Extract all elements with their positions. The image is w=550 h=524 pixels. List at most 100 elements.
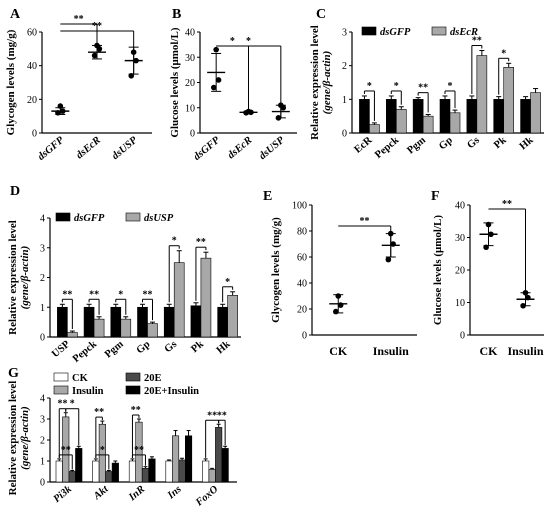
- bar-series-3: [111, 462, 119, 483]
- panel-c: C Relative expression level (gene/β-actin)…: [309, 7, 544, 161]
- bar-series-2: [208, 469, 216, 483]
- x-category-label: dsEcR: [226, 135, 255, 161]
- data-point: [390, 241, 396, 247]
- y-tick-label: 4: [40, 394, 45, 405]
- bar-series-0: [128, 460, 136, 483]
- x-category-label: dsUSP: [110, 135, 140, 163]
- significance-label: *: [118, 289, 123, 300]
- panel-a: A Glycogen levels (mg/g) 0 20 40 60 dsGFP dsEcR…: [5, 7, 152, 163]
- significance-label: **: [74, 14, 84, 25]
- x-category-label: Pi3k: [52, 483, 75, 505]
- bar-dsgfp: [439, 99, 451, 134]
- x-category-label: Gp: [135, 339, 153, 357]
- panel-f: F Glucose levels (μmol/L) 0 10 20 30 40 CK Insul…: [431, 189, 544, 358]
- legend-label: 20E+Insulin: [144, 386, 199, 397]
- y-tick-label: 30: [455, 233, 465, 244]
- panel-label: D: [10, 184, 20, 199]
- bar-series-3: [221, 448, 229, 483]
- bar-dsusp: [200, 257, 212, 338]
- legend-label: dsEcR: [450, 27, 478, 38]
- bar-series-0: [202, 460, 210, 483]
- x-category-label: CK: [480, 344, 499, 358]
- bar-series-1: [68, 471, 76, 483]
- bar-dsgfp: [83, 306, 95, 338]
- significance-label: **: [58, 399, 68, 410]
- x-category-label: dsEcR: [74, 135, 103, 161]
- bar-dsusp: [93, 318, 105, 338]
- data-point: [483, 244, 489, 251]
- bar-series-3: [148, 458, 156, 483]
- significance-label: *: [70, 399, 75, 410]
- y-tick-label: 60: [297, 253, 307, 264]
- x-category-label: EcR: [353, 135, 375, 156]
- bar-dsgfp: [57, 306, 68, 338]
- legend-swatch: [125, 372, 141, 382]
- y-axis-title: Glycogen levels (mg/g): [270, 217, 282, 323]
- data-point: [57, 103, 64, 109]
- x-category-label: Gs: [465, 135, 481, 151]
- bar-series-0: [165, 460, 173, 483]
- y-tick-label: 30: [185, 53, 195, 64]
- significance-label: *: [501, 48, 506, 59]
- legend-swatch: [361, 26, 377, 36]
- data-point: [337, 302, 344, 308]
- x-category-label: Insulin: [507, 344, 543, 358]
- data-point: [59, 108, 66, 114]
- bar-dsecr: [422, 115, 434, 134]
- legend-swatch: [53, 372, 69, 382]
- significance-label: **: [62, 289, 72, 300]
- data-point: [133, 57, 139, 64]
- data-point: [213, 46, 219, 53]
- y-axis-title: Relative expression level: [7, 381, 19, 496]
- panel-label: B: [172, 7, 181, 22]
- bar-dsgfp: [385, 99, 397, 134]
- panel-label: G: [8, 366, 19, 381]
- x-category-label: Hk: [518, 135, 536, 153]
- significance-label: **: [207, 410, 217, 421]
- bar-dsusp: [227, 295, 238, 338]
- significance-label: **: [472, 36, 482, 47]
- bar-dsgfp: [163, 306, 175, 338]
- legend-label: dsUSP: [144, 213, 174, 224]
- significance-label: *: [100, 445, 105, 456]
- bar-dsgfp: [137, 306, 148, 338]
- x-category-label: dsGFP: [36, 134, 67, 162]
- data-point: [128, 72, 135, 79]
- y-tick-label: 40: [455, 201, 465, 212]
- bar-dsecr: [476, 55, 488, 134]
- significance-label: **: [89, 289, 99, 300]
- panel-label: C: [316, 7, 326, 22]
- significance-label: **: [217, 410, 227, 421]
- legend-label: 20E: [144, 373, 162, 384]
- legend-label: dsGFP: [74, 213, 105, 224]
- significance-label: **: [143, 289, 153, 300]
- panel-e: E Glycogen levels (mg/g) 0 20 40 60 80 100 CK Ins…: [263, 189, 417, 358]
- y-tick-label: 1: [40, 303, 45, 314]
- x-category-label: Gs: [163, 339, 179, 355]
- y-tick-label: 2: [40, 273, 45, 284]
- bar-dsecr: [503, 67, 515, 134]
- bar-series-0: [55, 460, 63, 483]
- y-tick-label: 40: [297, 279, 307, 290]
- legend-label: CK: [72, 373, 89, 384]
- bar-series-1: [105, 471, 113, 483]
- y-tick-label: 0: [32, 129, 37, 140]
- x-category-label: Pepck: [71, 339, 99, 365]
- bar-series-2: [172, 435, 180, 483]
- significance-label: **: [502, 199, 512, 210]
- x-category-label: Akt: [91, 483, 111, 503]
- bar-dsusp: [67, 332, 78, 338]
- x-category-label: Pk: [189, 339, 206, 355]
- x-category-label: FoxO: [193, 484, 220, 509]
- x-category-label: Pgm: [103, 339, 126, 361]
- y-tick-label: 1: [40, 457, 45, 468]
- x-category-label: Gp: [437, 135, 455, 153]
- y-tick-label: 2: [342, 61, 347, 72]
- data-point: [520, 302, 526, 309]
- significance-label: **: [92, 21, 102, 32]
- bar-series-1: [215, 427, 223, 483]
- y-axis-subtitle: (gene/β-actin): [19, 406, 31, 470]
- y-tick-label: 4: [40, 214, 45, 225]
- y-tick-label: 10: [455, 298, 465, 309]
- x-category-label: USP: [50, 338, 73, 360]
